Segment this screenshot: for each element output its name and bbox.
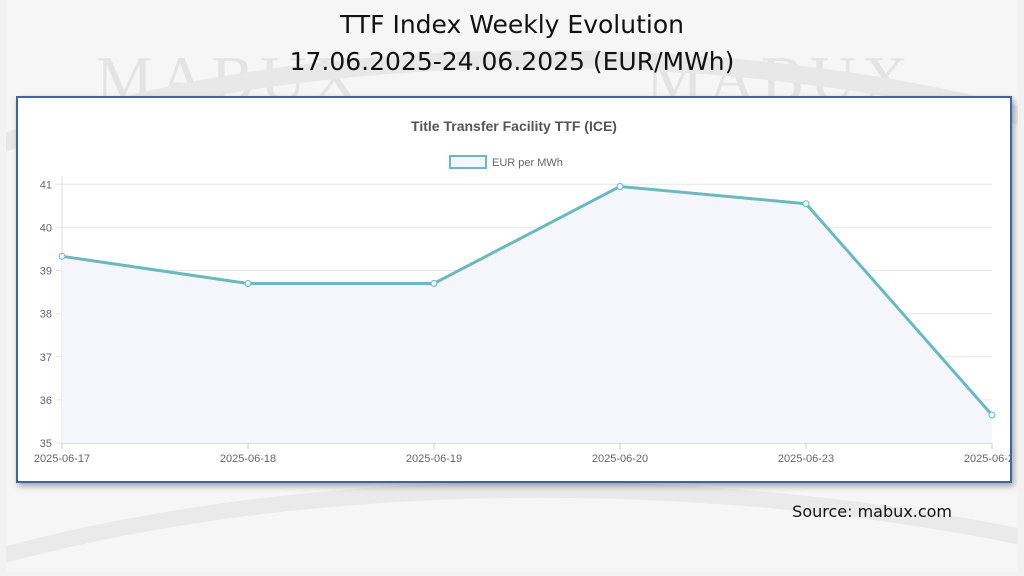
y-tick-label: 37	[40, 352, 52, 364]
chart-frame: Title Transfer Facility TTF (ICE) EUR per…	[16, 96, 1012, 483]
line-chart: Title Transfer Facility TTF (ICE) EUR per…	[34, 118, 1010, 465]
x-tick-label: 2025-06-18	[220, 453, 276, 465]
y-tick-label: 35	[40, 438, 52, 450]
y-tick-label: 38	[40, 309, 52, 321]
data-point	[244, 279, 252, 287]
series-line	[61, 184, 994, 416]
data-point	[616, 182, 624, 190]
data-point	[988, 411, 996, 419]
x-tick-label: 2025-06-19	[406, 453, 462, 465]
source-caption: Source: mabux.com	[792, 502, 952, 521]
x-tick-label: 2025-06-17	[34, 453, 90, 465]
data-point	[58, 252, 66, 260]
slide-title: TTF Index Weekly Evolution 17.06.2025-24…	[6, 6, 1018, 80]
data-point	[802, 200, 810, 208]
slide: MABUX MABUX TTF Index Weekly Evolution 1…	[6, 0, 1018, 572]
watermark-swoosh-lower	[6, 481, 1018, 563]
data-point	[430, 279, 438, 287]
y-tick-label: 39	[40, 266, 52, 278]
y-tick-label: 36	[40, 395, 52, 407]
legend-swatch	[449, 155, 487, 169]
slide-title-line-2: 17.06.2025-24.06.2025 (EUR/MWh)	[289, 47, 735, 76]
series-area	[62, 186, 992, 443]
legend-label: EUR per MWh	[492, 157, 563, 169]
x-tick-label: 2025-06-24	[964, 453, 1010, 465]
y-tick-label: 40	[40, 222, 52, 234]
y-tick-label: 41	[40, 179, 52, 191]
x-tick-label: 2025-06-20	[592, 453, 648, 465]
slide-title-line-1: TTF Index Weekly Evolution	[340, 10, 684, 39]
x-tick-label: 2025-06-23	[778, 453, 834, 465]
chart-title: Title Transfer Facility TTF (ICE)	[411, 118, 617, 134]
